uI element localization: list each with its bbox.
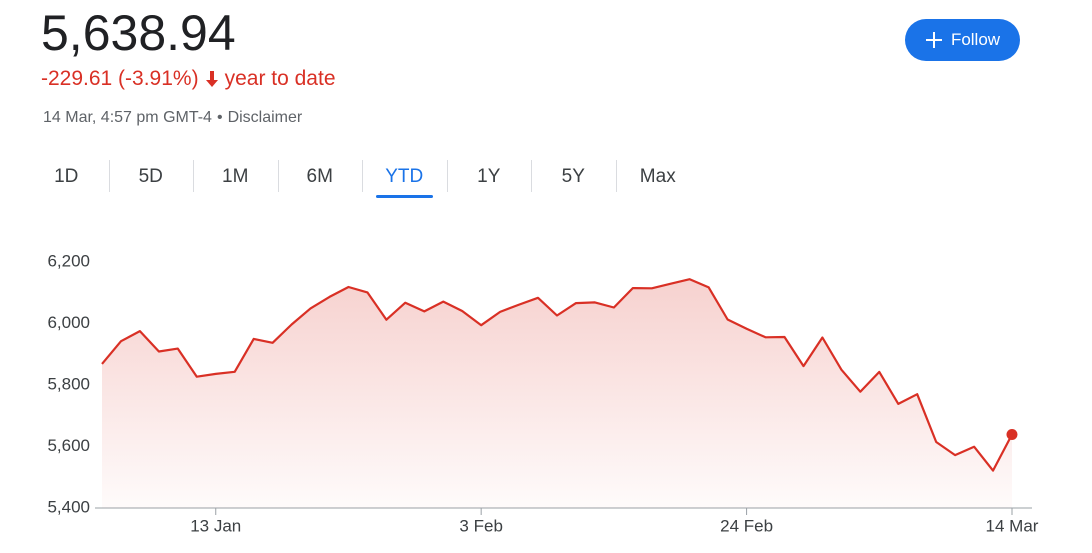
range-tab[interactable]: 1M — [193, 158, 278, 196]
x-tick-label: 14 Mar — [986, 516, 1039, 535]
y-tick-label: 5,600 — [47, 436, 90, 455]
x-tick-label: 3 Feb — [459, 516, 502, 535]
price: 5,638.94 — [41, 5, 236, 61]
down-arrow — [205, 71, 218, 87]
timestamp: 14 Mar, 4:57 pm GMT-4 — [43, 109, 212, 126]
range-tab[interactable]: 1D — [54, 166, 79, 187]
range-tab[interactable]: 6M — [277, 158, 363, 196]
range-tab[interactable]: 1Y — [446, 158, 532, 196]
change: -229.61 (-3.91%) — [41, 67, 199, 90]
last-point — [1006, 429, 1018, 441]
change-row: -229.61 (-3.91%) year to date — [41, 67, 336, 91]
period: year to date — [224, 67, 336, 90]
y-tick-label: 6,000 — [47, 313, 90, 332]
follow-label: Follow — [950, 30, 1001, 49]
range-tab[interactable]: Max — [615, 158, 701, 196]
y-tick-label: 5,800 — [47, 374, 90, 393]
follow-button[interactable]: Follow — [905, 19, 1020, 61]
range-tab[interactable]: YTD — [362, 158, 447, 198]
plus-icon — [925, 32, 942, 48]
range-tab[interactable]: 5D — [108, 158, 194, 196]
x-tick-label: 24 Feb — [720, 516, 773, 535]
area — [102, 279, 1012, 508]
separator: • — [216, 109, 223, 126]
timestamp-row: 14 Mar, 4:57 pm GMT-4 • Disclaimer — [43, 109, 302, 127]
y-tick-label: 5,400 — [47, 497, 90, 516]
range-tabs: 1D 5D 1M 6M YTD 1Y 5Y Max — [24, 158, 701, 198]
disclaimer-link[interactable]: Disclaimer — [227, 109, 303, 126]
price-line — [101, 278, 1013, 472]
y-tick-label: 6,200 — [47, 251, 90, 270]
x-tick-label: 13 Jan — [190, 516, 241, 535]
range-tab[interactable]: 5Y — [531, 158, 616, 196]
